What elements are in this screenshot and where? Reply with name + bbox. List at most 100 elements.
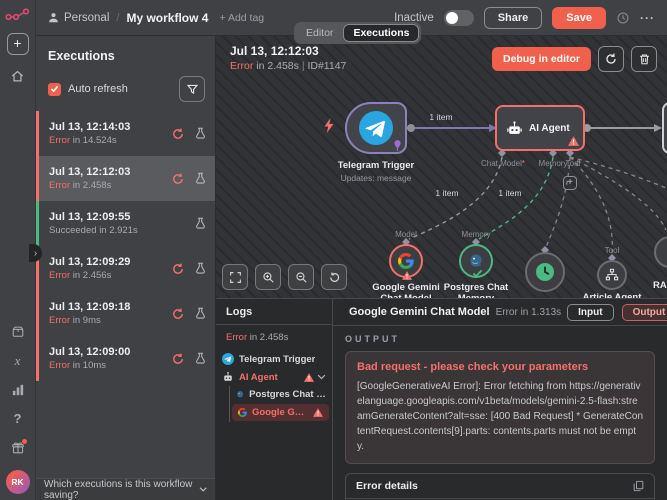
execution-list-item[interactable]: Jul 13, 12:14:03 Error in 14.524s	[36, 111, 215, 156]
zoom-to-fit-button[interactable]	[222, 264, 248, 290]
input-tab-button[interactable]: Input	[567, 303, 614, 321]
node-label: Article Agent	[582, 292, 642, 298]
history-icon[interactable]	[616, 11, 630, 25]
reset-zoom-button[interactable]	[321, 264, 347, 290]
node-next-partial[interactable]	[662, 102, 667, 154]
node-label: RAG	[653, 280, 667, 291]
log-item-telegram-trigger[interactable]: Telegram Trigger	[216, 350, 332, 368]
port-label-chat-model: Chat Model*	[480, 159, 526, 168]
telegram-icon	[359, 111, 393, 145]
details-node-status: Error in 1.313s	[495, 306, 562, 318]
workflow-menu-icon[interactable]: ···	[640, 10, 655, 25]
error-message-box: Bad request - please check your paramete…	[345, 351, 655, 464]
execution-status: Succeeded in 2.921s	[49, 225, 138, 236]
debug-flask-icon[interactable]	[194, 217, 207, 230]
add-tool-button[interactable]: +	[563, 176, 577, 190]
filter-button[interactable]	[179, 76, 205, 102]
help-icon[interactable]: ?	[13, 411, 22, 426]
retry-icon[interactable]	[171, 127, 185, 141]
breadcrumb-project[interactable]: Personal	[48, 12, 109, 24]
error-description: [GoogleGenerativeAI Error]: Error fetchi…	[357, 381, 644, 452]
debug-flask-icon[interactable]	[194, 307, 207, 320]
other-info-section[interactable]: Other info	[346, 498, 654, 500]
executions-list: Jul 13, 12:14:03 Error in 14.524s Jul 13…	[36, 111, 215, 478]
refresh-execution-button[interactable]	[598, 46, 624, 72]
chevron-down-icon[interactable]	[317, 374, 326, 380]
debug-flask-icon[interactable]	[194, 352, 207, 365]
execution-list-item[interactable]: Jul 13, 12:09:00 Error in 10ms	[36, 336, 215, 381]
zoom-in-button[interactable]	[255, 264, 281, 290]
execution-list-item[interactable]: Jul 13, 12:09:18 Error in 9ms	[36, 291, 215, 336]
google-icon	[238, 408, 247, 417]
output-tab-button[interactable]: Output	[621, 303, 667, 321]
workflow-title[interactable]: My workflow 4	[126, 10, 209, 25]
notification-dot	[21, 439, 27, 444]
robot-icon	[507, 120, 522, 134]
clock-icon	[536, 263, 554, 281]
run-header: Jul 13, 12:12:03 Error in 2.458s | ID#11…	[230, 44, 346, 72]
node-telegram-trigger[interactable]	[345, 102, 407, 154]
templates-icon[interactable]	[11, 325, 25, 338]
canvas-workspace: Jul 13, 12:12:03 Error in 2.458s | ID#11…	[216, 22, 667, 500]
tab-executions[interactable]: Executions	[343, 24, 420, 42]
save-button[interactable]: Save	[552, 6, 606, 29]
n8n-logo[interactable]	[4, 7, 31, 23]
retry-icon[interactable]	[171, 352, 185, 366]
debug-flask-icon[interactable]	[194, 262, 207, 275]
delete-execution-button[interactable]	[631, 46, 657, 72]
user-avatar[interactable]: RK	[5, 470, 30, 494]
edge-items-label: 1 item	[435, 188, 459, 198]
execution-status: Error in 10ms	[49, 360, 107, 371]
execution-status: Error in 14.524s	[49, 135, 117, 146]
sidebar-expand-handle[interactable]: ›	[29, 244, 42, 262]
retry-icon[interactable]	[171, 172, 185, 186]
home-icon[interactable]	[10, 69, 25, 83]
node-details-panel: Google Gemini Chat Model Error in 1.313s…	[333, 299, 667, 500]
view-tabs: Editor Executions	[294, 22, 422, 44]
error-warning-icon	[402, 271, 412, 280]
node-label: Telegram Trigger	[337, 160, 415, 171]
node-postgres-chat-memory[interactable]	[459, 244, 493, 278]
execution-list-item-selected[interactable]: Jul 13, 12:12:03 Error in 2.458s	[36, 156, 215, 201]
variables-icon[interactable]: x	[14, 353, 21, 368]
new-workflow-button[interactable]: +	[6, 33, 29, 55]
execution-date: Jul 13, 12:09:29	[49, 256, 131, 268]
log-item-google-gemini[interactable]: Google Gemini Chat Model	[232, 404, 329, 421]
retry-icon[interactable]	[171, 307, 185, 321]
add-tag-button[interactable]: + Add tag	[219, 11, 265, 24]
details-node-title: Google Gemini Chat Model	[349, 306, 490, 318]
debug-in-editor-button[interactable]: Debug in editor	[492, 47, 591, 71]
log-item-ai-agent[interactable]: AI Agent	[216, 368, 332, 386]
insights-icon[interactable]	[11, 384, 25, 396]
node-label: Google Gemini Chat Model	[372, 282, 440, 298]
auto-refresh-checkbox[interactable]	[48, 82, 61, 96]
retry-icon[interactable]	[171, 262, 185, 276]
execution-status: Error in 2.458s	[49, 180, 112, 191]
canvas-controls	[222, 264, 347, 290]
node-ai-agent[interactable]: AI Agent	[495, 105, 585, 151]
workflow-canvas[interactable]: Jul 13, 12:12:03 Error in 2.458s | ID#11…	[216, 36, 667, 298]
trigger-lightning-icon	[323, 118, 336, 133]
node-date-time-tool[interactable]	[525, 252, 565, 292]
share-button[interactable]: Share	[483, 6, 543, 29]
zoom-out-button[interactable]	[288, 264, 314, 290]
execution-list-item[interactable]: Jul 13, 12:09:55 Succeeded in 2.921s	[36, 201, 215, 246]
debug-flask-icon[interactable]	[194, 127, 207, 140]
whats-new-icon[interactable]	[11, 439, 27, 455]
port-label-model: Model	[395, 230, 417, 239]
tab-editor[interactable]: Editor	[306, 27, 334, 39]
error-details-section[interactable]: Error details	[346, 474, 654, 498]
logs-panel: Logs Error in 2.458s Telegram Trigger AI…	[216, 299, 333, 500]
copy-icon[interactable]	[633, 480, 644, 492]
node-google-gemini-chat-model[interactable]	[389, 244, 423, 280]
auto-refresh-label: Auto refresh	[68, 83, 128, 95]
saving-settings-link[interactable]: Which executions is this workflow saving…	[36, 478, 215, 500]
debug-flask-icon[interactable]	[194, 172, 207, 185]
active-toggle[interactable]	[443, 9, 474, 26]
node-article-agent[interactable]	[597, 260, 627, 290]
log-item-postgres-chat-memory[interactable]: Postgres Chat Memory	[230, 386, 332, 403]
execution-list-item[interactable]: Jul 13, 12:09:29 Error in 2.456s	[36, 246, 215, 291]
robot-icon	[224, 371, 232, 381]
edge-items-label: 1 item	[429, 112, 453, 122]
